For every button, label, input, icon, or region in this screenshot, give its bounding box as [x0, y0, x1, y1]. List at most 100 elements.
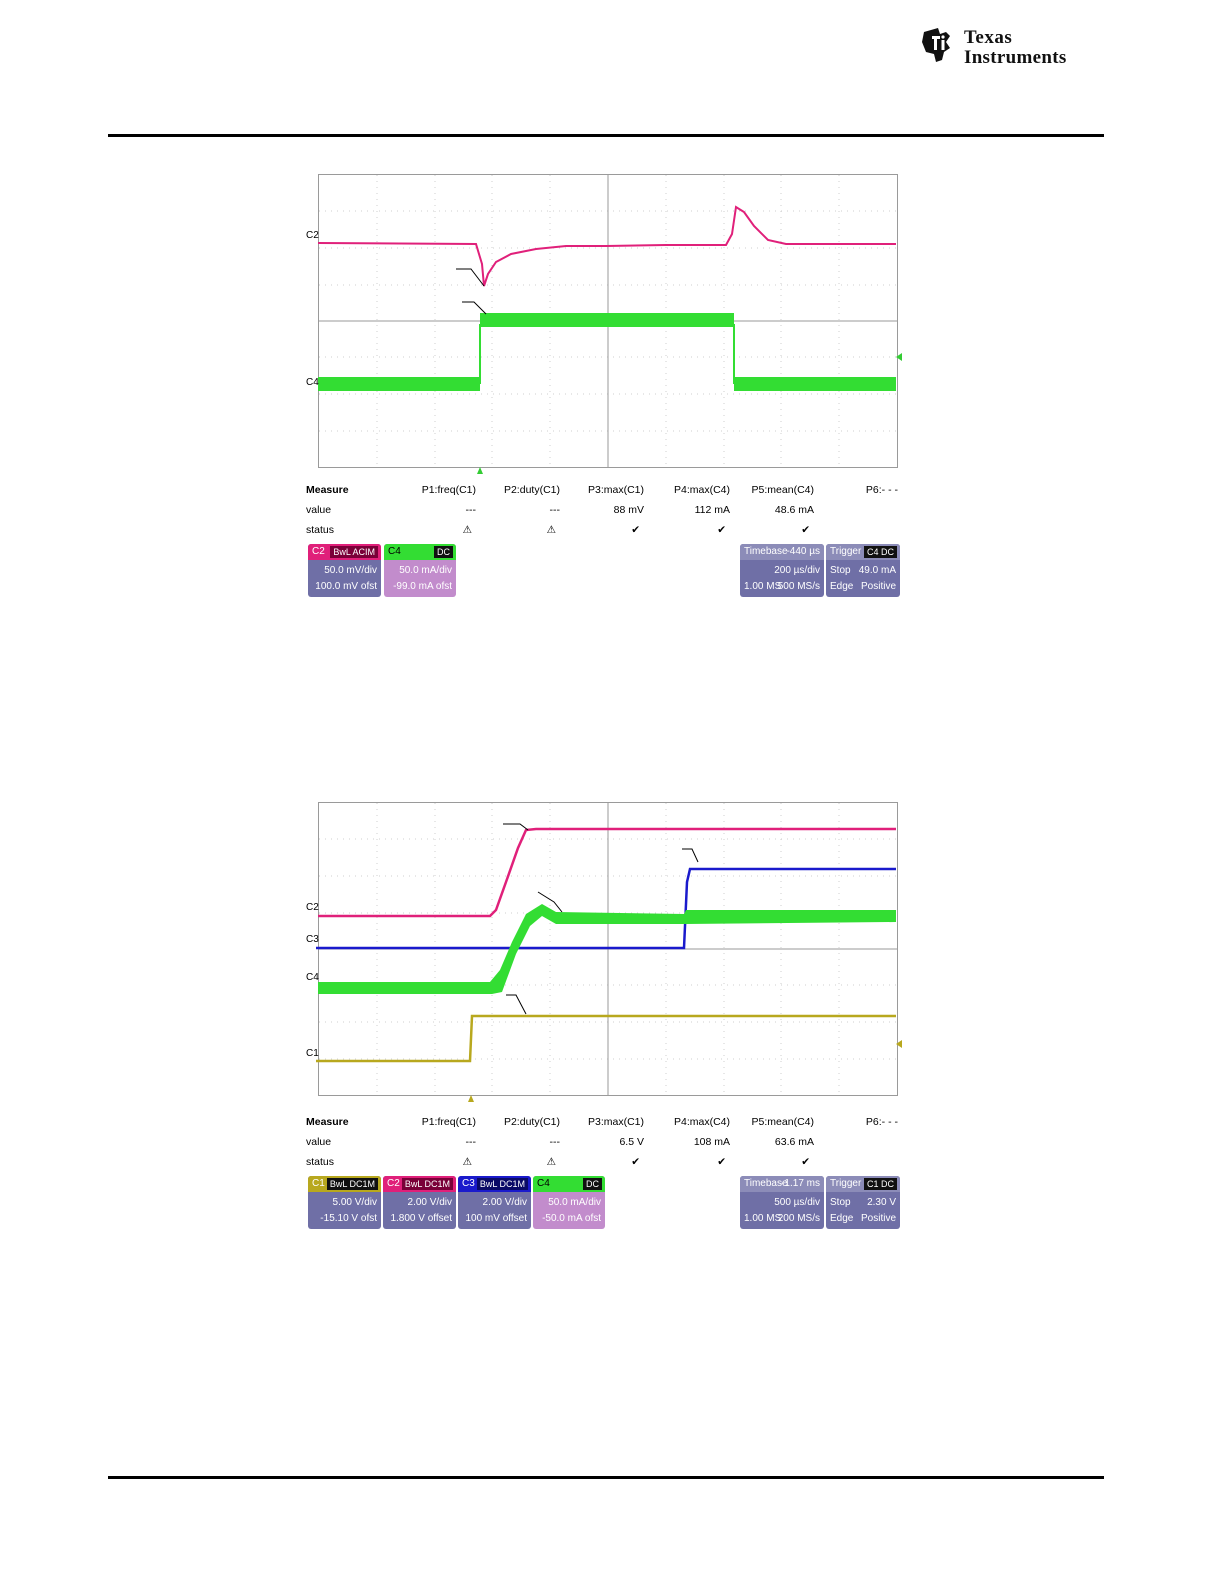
channel-scale: 50.0 mV/div	[324, 565, 377, 576]
trigger-slope: Positive	[860, 581, 896, 592]
param-p2: P2:duty(C1)	[503, 484, 560, 496]
timebase-rate: 200 MS/s	[777, 1213, 820, 1224]
timebase-scale: 500 µs/div	[774, 1197, 820, 1208]
measure-status-row: status ⚠ ⚠ ✔ ✔ ✔	[306, 1156, 902, 1170]
channel-scale: 50.0 mA/div	[548, 1197, 601, 1208]
status-label: status	[306, 524, 335, 536]
waveforms	[316, 823, 902, 1102]
warning-icon: ⚠	[462, 1156, 472, 1168]
trigger-level-icon	[896, 353, 902, 361]
trace-c3	[316, 867, 896, 950]
trigger-mode: Stop	[830, 565, 851, 576]
param-p4: P4:max(C4)	[673, 484, 730, 496]
timebase-points: 1.00 MS	[744, 1213, 782, 1224]
annotation-arrow-1	[456, 268, 485, 287]
trace-c2	[317, 205, 896, 287]
channel-offset: 100 mV offset	[465, 1213, 527, 1224]
check-icon: ✔	[717, 524, 726, 536]
check-icon: ✔	[717, 1156, 726, 1168]
param-p3: P3:max(C1)	[587, 1116, 644, 1128]
trigger-marker-icon	[477, 467, 483, 474]
annotation-arrow-4	[506, 994, 527, 1015]
waveforms	[317, 205, 902, 474]
value-label: value	[306, 504, 332, 516]
param-p1: P1:freq(C1)	[421, 1116, 476, 1128]
trigger-level: 49.0 mA	[858, 565, 896, 576]
channel-label-c3: C3	[306, 934, 319, 945]
measure-value-row: value --- --- 6.5 V 108 mA 63.6 mA	[306, 1136, 902, 1150]
channel-label-c1: C1	[306, 1048, 319, 1059]
annotation-arrow-3	[537, 891, 563, 913]
timebase-points: 1.00 MS	[744, 581, 782, 592]
channel-box-c4[interactable]: C4 DC 50.0 mA/div -99.0 mA ofst	[384, 544, 456, 597]
trigger-tag: C4 DC	[863, 546, 897, 558]
channel-offset: -50.0 mA ofst	[542, 1213, 601, 1224]
check-icon: ✔	[631, 524, 640, 536]
param-p3: P3:max(C1)	[587, 484, 644, 496]
warning-icon: ⚠	[546, 524, 556, 536]
channel-box-name: C2	[312, 546, 325, 557]
measure-value-row: value --- --- 88 mV 112 mA 48.6 mA	[306, 504, 902, 518]
footer-rule	[108, 1476, 1104, 1479]
trigger-marker-icon	[468, 1095, 474, 1102]
channel-scale: 2.00 V/div	[407, 1197, 452, 1208]
trace-c4-low-2	[734, 377, 896, 391]
timebase-box[interactable]: Timebase -440 µs 200 µs/div 1.00 MS 500 …	[740, 544, 824, 597]
value-p2: ---	[549, 1136, 561, 1148]
value-p1: ---	[465, 1136, 477, 1148]
param-p5: P5:mean(C4)	[751, 484, 814, 496]
coupling-tag: BwL DC1M	[326, 1178, 378, 1190]
trigger-level-icon	[896, 1040, 902, 1048]
trigger-type: Edge	[830, 581, 854, 592]
coupling-tag: DC	[583, 1178, 602, 1190]
param-p2: P2:duty(C1)	[503, 1116, 560, 1128]
value-p4: 112 mA	[694, 504, 730, 516]
trigger-tag: C1 DC	[863, 1178, 897, 1190]
trigger-label: Trigger	[830, 546, 862, 557]
annotation-arrow-2	[462, 301, 487, 315]
coupling-tag: BwL DC1M	[476, 1178, 528, 1190]
channel-label-c4: C4	[306, 377, 319, 388]
channel-scale: 5.00 V/div	[332, 1197, 377, 1208]
param-p4: P4:max(C4)	[673, 1116, 730, 1128]
trigger-box[interactable]: Trigger C4 DC Stop 49.0 mA Edge Positive	[826, 544, 900, 597]
timebase-delay: -440 µs	[786, 546, 820, 557]
timebase-rate: 500 MS/s	[777, 581, 820, 592]
channel-offset: -15.10 V ofst	[320, 1213, 377, 1224]
coupling-tag: BwL ACIM	[330, 546, 378, 558]
warning-icon: ⚠	[462, 524, 472, 536]
check-icon: ✔	[631, 1156, 640, 1168]
trigger-type: Edge	[830, 1213, 854, 1224]
value-p5: 63.6 mA	[774, 1136, 814, 1148]
measure-status-row: status ⚠ ⚠ ✔ ✔ ✔	[306, 524, 902, 538]
annotation-arrow-1	[503, 823, 529, 831]
annotation-arrow-2	[682, 848, 699, 863]
channel-box-c2[interactable]: C2 BwL DC1M 2.00 V/div 1.800 V offset	[383, 1176, 456, 1229]
timebase-label: Timebase	[744, 546, 788, 557]
timebase-delay: -1.17 ms	[781, 1178, 820, 1189]
param-p6: P6:- - -	[865, 1116, 898, 1128]
channel-box-c1[interactable]: C1 BwL DC1M 5.00 V/div -15.10 V ofst	[308, 1176, 381, 1229]
channel-box-c4[interactable]: C4 DC 50.0 mA/div -50.0 mA ofst	[533, 1176, 605, 1229]
channel-box-c2[interactable]: C2 BwL ACIM 50.0 mV/div 100.0 mV ofst	[308, 544, 381, 597]
trigger-box[interactable]: Trigger C1 DC Stop 2.30 V Edge Positive	[826, 1176, 900, 1229]
value-p3: 6.5 V	[619, 1136, 644, 1148]
channel-box-c3[interactable]: C3 BwL DC1M 2.00 V/div 100 mV offset	[458, 1176, 531, 1229]
value-p5: 48.6 mA	[774, 504, 814, 516]
trigger-mode: Stop	[830, 1197, 851, 1208]
channel-offset: 1.800 V offset	[390, 1213, 452, 1224]
trigger-label: Trigger	[830, 1178, 862, 1189]
timebase-box[interactable]: Timebase -1.17 ms 500 µs/div 1.00 MS 200…	[740, 1176, 824, 1229]
coupling-tag: BwL DC1M	[401, 1178, 453, 1190]
brand-line-2: Instruments	[964, 47, 1067, 68]
param-p6: P6:- - -	[865, 484, 898, 496]
channel-offset: -99.0 mA ofst	[393, 581, 452, 592]
channel-box-name: C4	[388, 546, 401, 557]
channel-scale: 2.00 V/div	[482, 1197, 527, 1208]
trace-c1	[316, 1014, 896, 1063]
brand-line-1: Texas	[964, 27, 1013, 48]
value-label: value	[306, 1136, 332, 1148]
trigger-slope: Positive	[860, 1213, 896, 1224]
measure-head: Measure	[306, 484, 349, 496]
ti-logo: Texas Instruments	[916, 22, 1106, 72]
